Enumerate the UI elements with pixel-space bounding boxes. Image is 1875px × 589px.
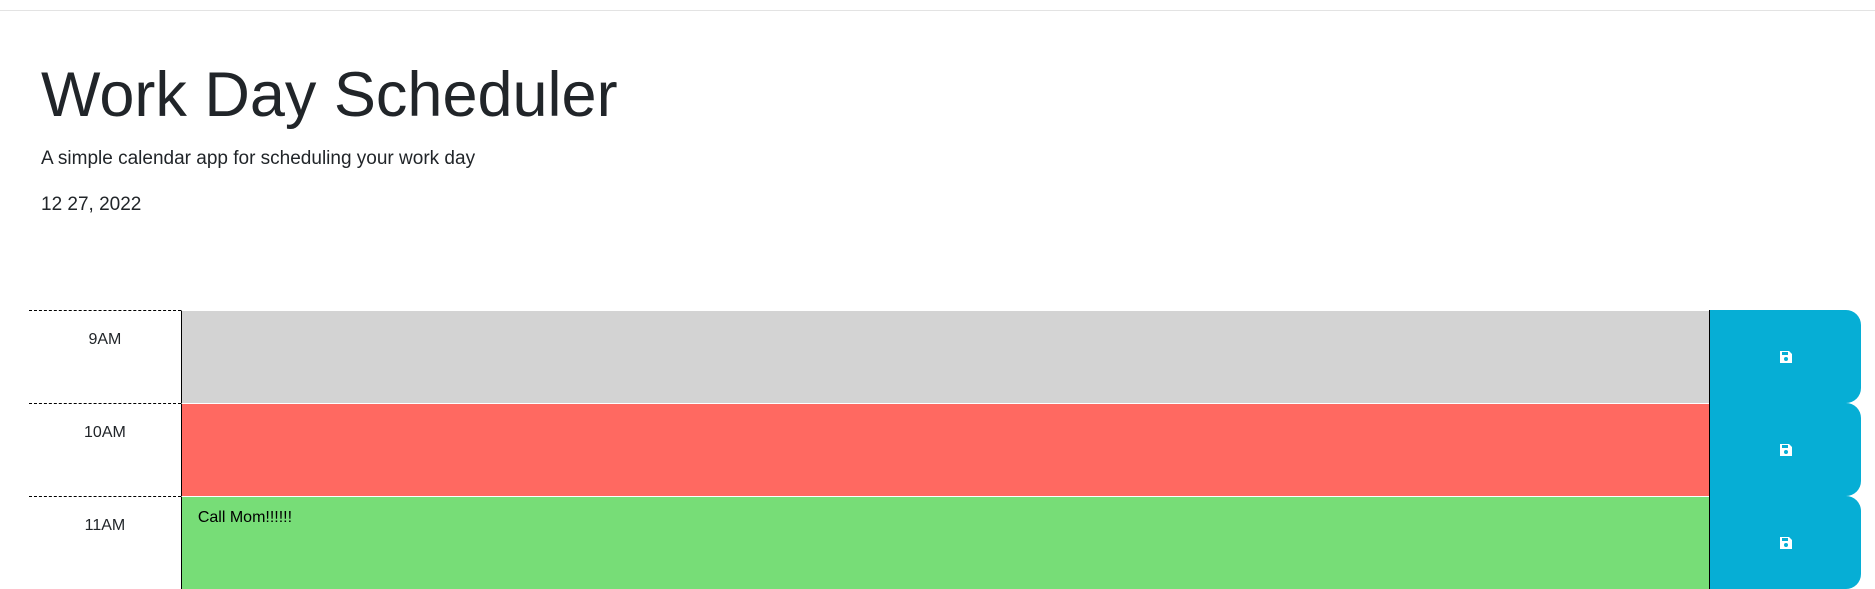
save-button[interactable] bbox=[1709, 403, 1861, 496]
hour-label: 9AM bbox=[29, 310, 181, 403]
page-header: Work Day Scheduler A simple calendar app… bbox=[41, 58, 618, 217]
description-textarea[interactable]: Call Mom!!!!!! bbox=[180, 496, 1710, 589]
page-subtitle: A simple calendar app for scheduling you… bbox=[41, 148, 476, 169]
save-button[interactable] bbox=[1709, 310, 1861, 403]
save-icon bbox=[1779, 350, 1793, 364]
page-title: Work Day Scheduler bbox=[41, 60, 618, 130]
schedule-container: 9AM 10AM 11AM bbox=[29, 310, 1861, 589]
hour-label: 10AM bbox=[29, 403, 181, 496]
save-icon bbox=[1779, 536, 1793, 550]
current-date: 12 27, 2022 bbox=[41, 194, 142, 215]
hour-label: 11AM bbox=[29, 496, 181, 589]
save-icon bbox=[1779, 443, 1793, 457]
time-block-10am: 10AM bbox=[29, 403, 1861, 496]
save-button[interactable] bbox=[1709, 496, 1861, 589]
time-block-9am: 9AM bbox=[29, 310, 1861, 403]
description-textarea[interactable] bbox=[180, 403, 1710, 496]
description-textarea[interactable] bbox=[180, 310, 1710, 403]
top-divider bbox=[0, 10, 1875, 11]
time-block-11am: 11AM Call Mom!!!!!! bbox=[29, 496, 1861, 589]
